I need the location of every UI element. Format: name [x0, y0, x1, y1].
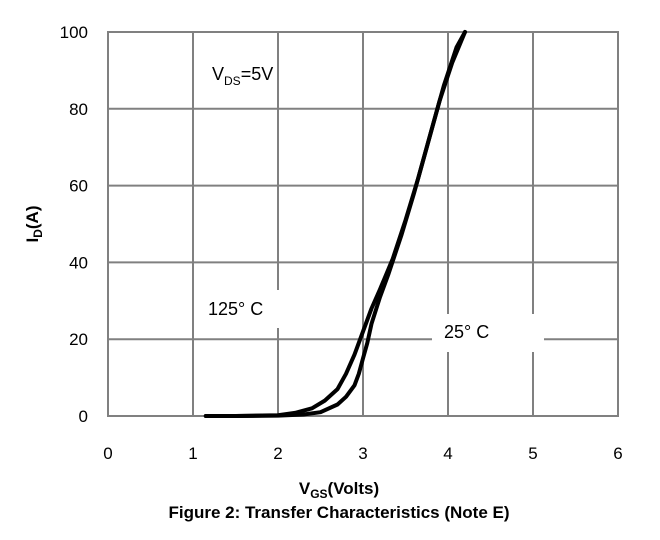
y-axis-title: ID(A) — [23, 205, 45, 242]
x-tick-label: 2 — [273, 444, 282, 463]
annotation-vds-main: V — [212, 64, 224, 84]
y-axis-title-main: I — [23, 238, 42, 243]
y-tick-label: 80 — [69, 100, 88, 119]
figure-caption: Figure 2: Transfer Characteristics (Note… — [168, 503, 509, 522]
x-tick-label: 4 — [443, 444, 452, 463]
y-tick-label: 60 — [69, 177, 88, 196]
plot-frame — [107, 31, 619, 417]
x-tick-label: 1 — [188, 444, 197, 463]
annotation-125c-background — [200, 290, 290, 328]
annotation-25c: 25° C — [444, 322, 489, 342]
annotation-25c-background — [432, 314, 544, 352]
series-line-25c — [203, 30, 467, 418]
x-tick-label: 6 — [613, 444, 622, 463]
x-axis-title-sub: GS — [310, 487, 327, 501]
x-axis-title-rest: (Volts) — [328, 479, 380, 498]
annotation-vds-rest: =5V — [241, 64, 274, 84]
annotation-vds: VDS=5V — [212, 64, 273, 88]
annotation-vds-sub: DS — [224, 74, 241, 88]
x-axis-title-main: V — [299, 479, 311, 498]
y-tick-labels: 0 20 40 60 80 100 — [60, 23, 88, 426]
y-axis-title-rest: (A) — [23, 205, 42, 229]
x-tick-labels: 0 1 2 3 4 5 6 — [103, 444, 622, 463]
x-tick-label: 3 — [358, 444, 367, 463]
y-tick-label: 0 — [79, 407, 88, 426]
x-tick-label: 5 — [528, 444, 537, 463]
y-tick-label: 20 — [69, 330, 88, 349]
y-tick-label: 40 — [69, 253, 88, 272]
x-axis-title: VGS(Volts) — [299, 479, 379, 501]
annotation-125c: 125° C — [208, 299, 263, 319]
series-line-125c — [203, 30, 467, 418]
x-tick-label: 0 — [103, 444, 112, 463]
y-tick-label: 100 — [60, 23, 88, 42]
series-layer — [203, 30, 467, 418]
y-axis-title-sub: D — [31, 229, 45, 238]
